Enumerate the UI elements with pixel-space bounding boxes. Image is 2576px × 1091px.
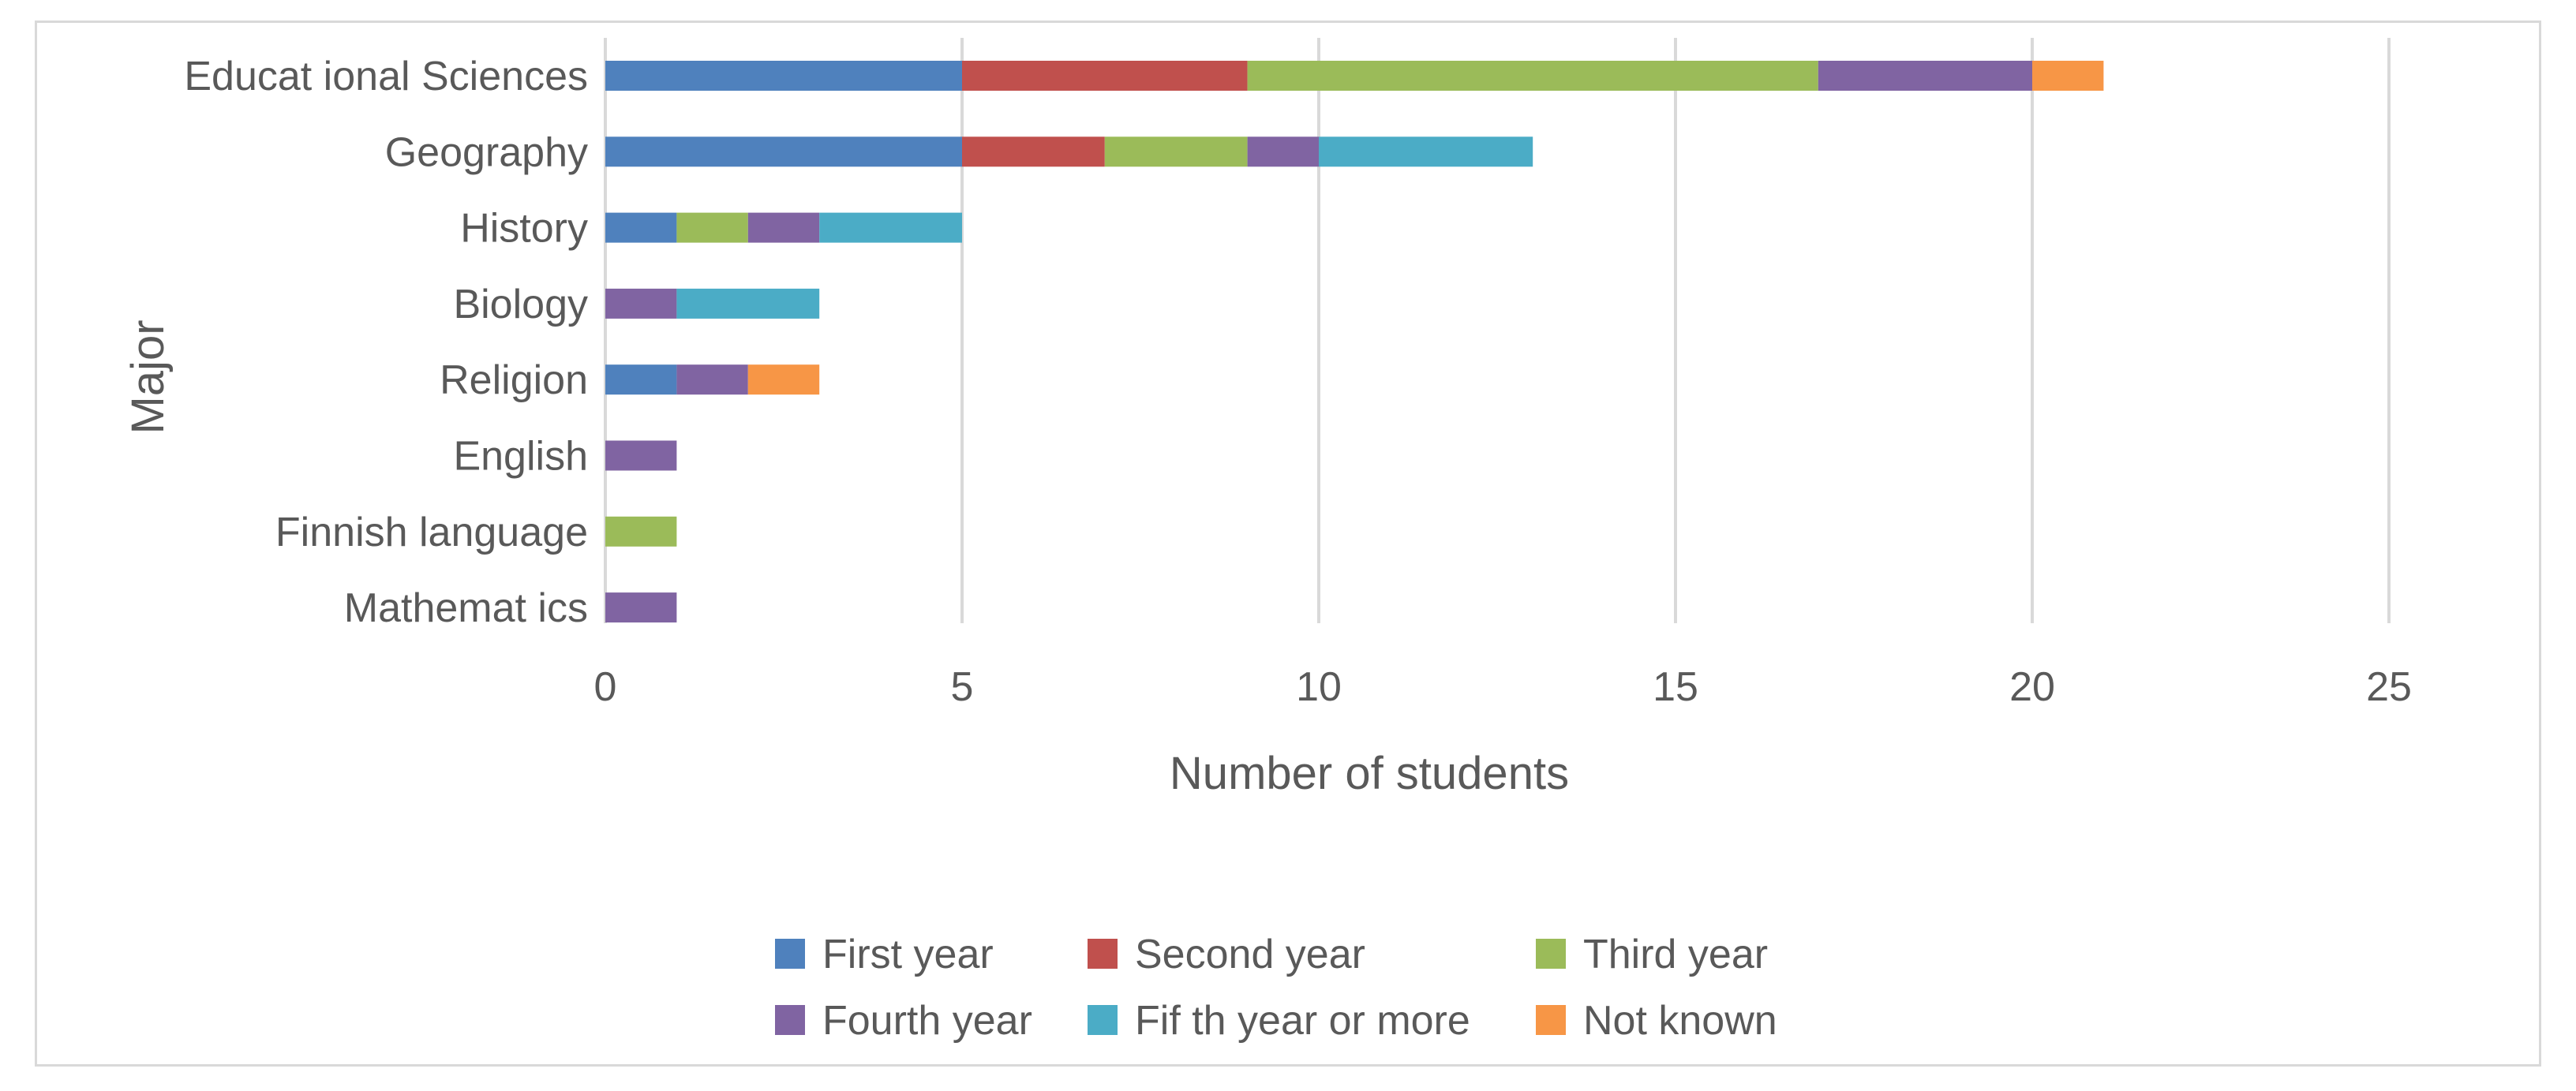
legend-swatch <box>775 1005 805 1035</box>
bar-segment <box>605 440 677 471</box>
bar-segment <box>605 136 962 167</box>
bar-segment <box>1247 61 1818 91</box>
bar-segment <box>1104 136 1248 167</box>
x-axis-title: Number of students <box>1170 748 1569 799</box>
x-tick-label: 5 <box>951 664 974 710</box>
bar-segment <box>747 212 820 243</box>
bar-segment <box>962 136 1105 167</box>
x-tick-label: 15 <box>1653 664 1698 710</box>
bar-segment <box>605 516 677 547</box>
legend-swatch <box>1536 939 1566 969</box>
x-tick-label: 10 <box>1296 664 1342 710</box>
bar-segment <box>676 288 820 319</box>
bar-segment <box>819 212 962 243</box>
bar-segment <box>605 61 962 91</box>
legend-label: Second year <box>1135 932 1365 977</box>
category-label: Educat ional Sciences <box>184 54 588 99</box>
x-tick-label: 0 <box>594 664 617 710</box>
legend-swatch <box>775 939 805 969</box>
category-label: Religion <box>440 357 588 403</box>
legend: First year Second year Third year Fourth ye… <box>775 932 1777 1044</box>
legend-label: Third year <box>1583 932 1768 977</box>
legend-swatch <box>1088 1005 1118 1035</box>
category-label: Mathemat ics <box>344 585 588 631</box>
legend-label: Fourth year <box>822 998 1032 1044</box>
category-labels: Educat ional Sciences Geography History Bio… <box>184 54 588 631</box>
category-label: English <box>453 434 588 480</box>
bar-segment <box>676 212 748 243</box>
y-axis-title: Major <box>122 319 174 434</box>
bar-segment <box>1319 136 1533 167</box>
bar-segment <box>605 212 677 243</box>
category-label: History <box>460 206 588 252</box>
bar-segment <box>1818 61 2032 91</box>
category-label: Biology <box>453 282 588 327</box>
category-label: Geography <box>385 129 588 175</box>
bar-segment <box>1247 136 1319 167</box>
gridlines <box>604 38 2391 623</box>
chart-frame <box>35 21 2541 1067</box>
x-tick-labels: 0 5 10 15 20 25 <box>594 664 2412 710</box>
bars <box>605 61 2104 623</box>
x-tick-label: 25 <box>2366 664 2412 710</box>
legend-label: Fif th year or more <box>1135 998 1470 1044</box>
legend-label: Not known <box>1583 998 1777 1044</box>
bar-segment <box>747 364 820 395</box>
category-label: Finnish language <box>275 510 588 555</box>
bar-segment <box>2032 61 2104 91</box>
legend-label: First year <box>822 932 994 977</box>
legend-swatch <box>1536 1005 1566 1035</box>
bar-segment <box>605 364 677 395</box>
bar-segment <box>962 61 1248 91</box>
bar-segment <box>605 592 677 623</box>
bar-segment <box>605 288 677 319</box>
x-tick-label: 20 <box>2009 664 2055 710</box>
bar-segment <box>676 364 748 395</box>
legend-swatch <box>1088 939 1118 969</box>
